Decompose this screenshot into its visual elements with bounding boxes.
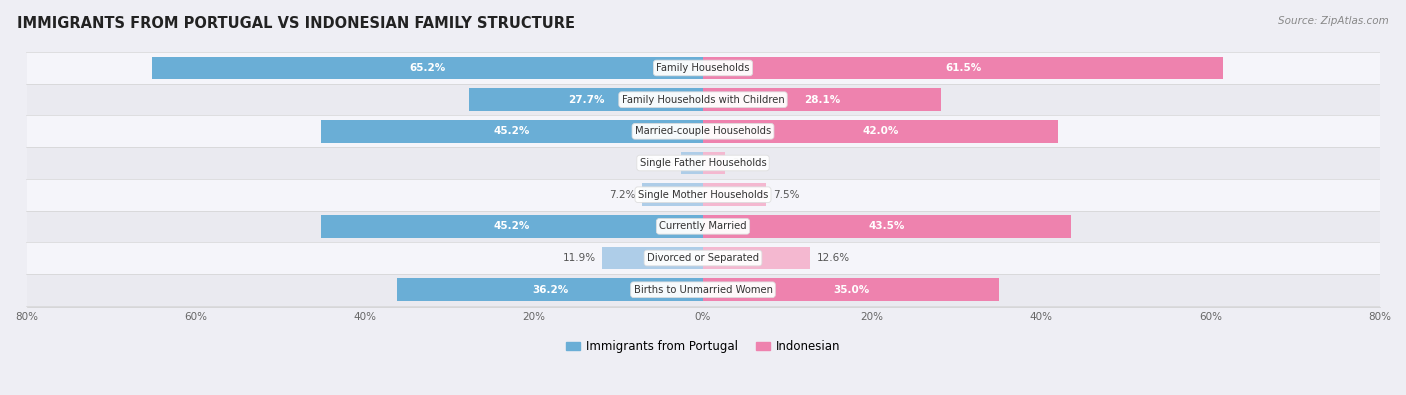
Bar	[27, 52, 1379, 84]
Text: 27.7%: 27.7%	[568, 95, 605, 105]
Text: 61.5%: 61.5%	[945, 63, 981, 73]
Text: 43.5%: 43.5%	[869, 221, 905, 231]
Text: 7.5%: 7.5%	[773, 190, 800, 200]
Bar	[27, 242, 1379, 274]
Bar	[703, 56, 1223, 79]
Bar	[681, 152, 703, 175]
Text: Married-couple Households: Married-couple Households	[636, 126, 770, 136]
Bar	[27, 179, 1379, 211]
Bar	[27, 115, 1379, 147]
Text: Single Mother Households: Single Mother Households	[638, 190, 768, 200]
Bar	[152, 56, 703, 79]
Bar	[703, 246, 810, 269]
Text: Source: ZipAtlas.com: Source: ZipAtlas.com	[1278, 16, 1389, 26]
Legend: Immigrants from Portugal, Indonesian: Immigrants from Portugal, Indonesian	[561, 335, 845, 358]
Bar	[27, 274, 1379, 306]
Bar	[396, 278, 703, 301]
Text: 45.2%: 45.2%	[494, 221, 530, 231]
Bar	[703, 183, 766, 206]
Text: 35.0%: 35.0%	[832, 285, 869, 295]
Text: 7.2%: 7.2%	[609, 190, 636, 200]
Text: 45.2%: 45.2%	[494, 126, 530, 136]
Text: 12.6%: 12.6%	[817, 253, 849, 263]
Text: Divorced or Separated: Divorced or Separated	[647, 253, 759, 263]
Text: 2.6%: 2.6%	[648, 158, 675, 168]
Bar	[321, 120, 703, 143]
Bar	[27, 147, 1379, 179]
Text: Single Father Households: Single Father Households	[640, 158, 766, 168]
Text: 2.6%: 2.6%	[731, 158, 758, 168]
Text: 11.9%: 11.9%	[562, 253, 596, 263]
Bar	[27, 211, 1379, 242]
Text: Family Households: Family Households	[657, 63, 749, 73]
Bar	[703, 152, 725, 175]
Bar	[468, 88, 703, 111]
Text: 28.1%: 28.1%	[804, 95, 839, 105]
Bar	[703, 215, 1071, 238]
Text: 65.2%: 65.2%	[409, 63, 446, 73]
Text: Currently Married: Currently Married	[659, 221, 747, 231]
Bar	[703, 88, 941, 111]
Text: Family Households with Children: Family Households with Children	[621, 95, 785, 105]
Text: Births to Unmarried Women: Births to Unmarried Women	[634, 285, 772, 295]
Bar	[321, 215, 703, 238]
Bar	[643, 183, 703, 206]
Text: IMMIGRANTS FROM PORTUGAL VS INDONESIAN FAMILY STRUCTURE: IMMIGRANTS FROM PORTUGAL VS INDONESIAN F…	[17, 16, 575, 31]
Bar	[703, 278, 1000, 301]
Bar	[602, 246, 703, 269]
Bar	[27, 84, 1379, 115]
Text: 36.2%: 36.2%	[531, 285, 568, 295]
Text: 42.0%: 42.0%	[862, 126, 898, 136]
Bar	[703, 120, 1059, 143]
